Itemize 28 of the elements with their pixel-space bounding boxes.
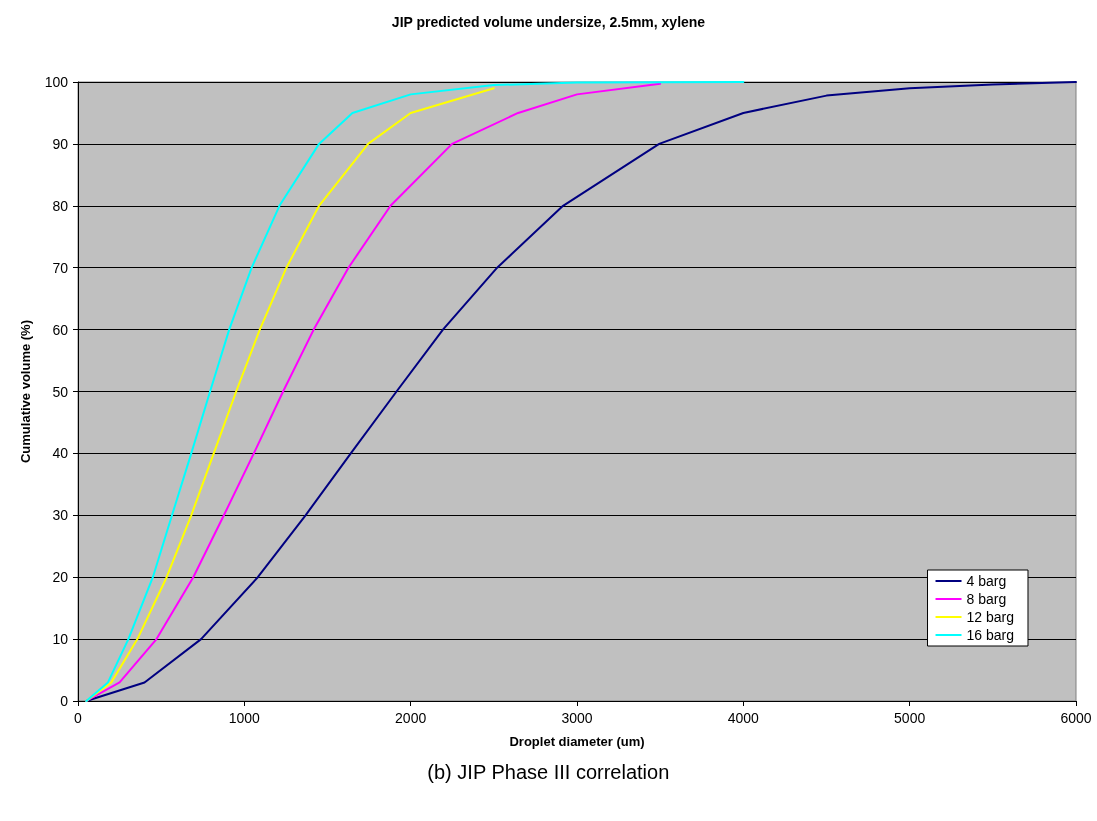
x-tick-label: 6000 (1060, 710, 1092, 726)
y-tick-label: 80 (52, 197, 69, 214)
legend-label: 8 barg (966, 591, 1007, 607)
x-tick-label: 5000 (894, 710, 926, 726)
text: (b) JIP Phase III correlation (427, 761, 670, 783)
line-series (85, 87, 495, 702)
x-axis-title: Droplet diameter (um) (509, 734, 645, 749)
y-tick-label: 70 (52, 259, 69, 276)
y-tick-label: 20 (52, 569, 69, 586)
legend-label: 16 barg (966, 627, 1014, 643)
y-tick-label: 50 (52, 383, 69, 400)
line-series (85, 81, 1077, 702)
y-tick-label: 30 (52, 507, 69, 524)
x-tick-label: 1000 (228, 710, 261, 726)
chart-title: JIP predicted volume undersize, 2.5mm, xylene (391, 14, 706, 30)
y-tick-label: 40 (52, 445, 69, 462)
y-tick-label: 90 (52, 135, 69, 152)
y-tick-label: 0 (60, 693, 69, 709)
y-tick-label: 60 (52, 321, 69, 338)
x-tick-label: 2000 (395, 710, 427, 726)
x-tick-label: 0 (74, 710, 83, 726)
y-tick-label: 10 (52, 631, 69, 648)
x-tick-label: 4000 (727, 710, 760, 726)
x-tick-label: 3000 (561, 710, 593, 726)
y-tick-label: 100 (44, 74, 69, 90)
legend-label: 4 barg (966, 573, 1007, 589)
y-axis-title: Cumulative volume (%) (18, 319, 33, 464)
legend-label: 12 barg (966, 609, 1014, 625)
